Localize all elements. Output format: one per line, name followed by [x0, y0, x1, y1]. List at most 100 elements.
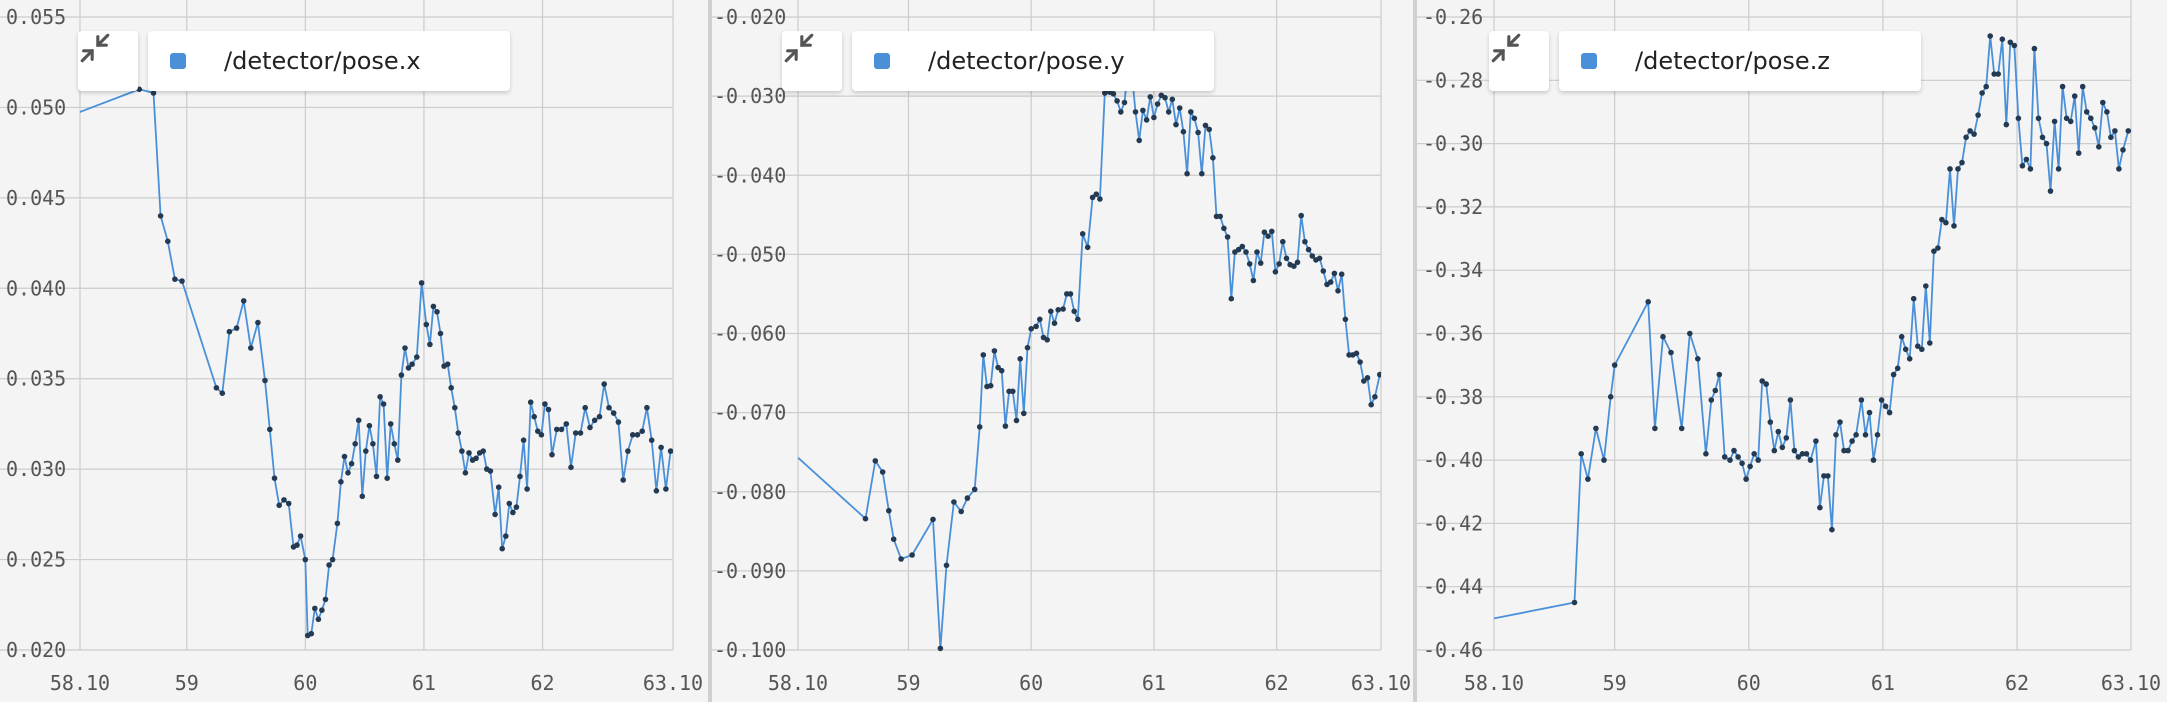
- data-point: [2067, 118, 2074, 125]
- data-point: [1593, 425, 1599, 432]
- data-point: [1154, 101, 1161, 107]
- data-point: [1910, 295, 1917, 302]
- chart-y: -0.100 -0.090 -0.080 -0.070 -0.060 -0.050 -0.0…: [712, 0, 1411, 695]
- data-point: [1967, 128, 1973, 134]
- data-point: [312, 605, 318, 612]
- data-point: [1829, 526, 1835, 533]
- y-tick-label: -0.030: [714, 84, 786, 108]
- data-point: [1708, 397, 1715, 403]
- legend-item-pose-x[interactable]: /detector/pose.x: [148, 31, 510, 91]
- y-tick-label: 0.055: [6, 5, 66, 29]
- data-point: [262, 377, 268, 384]
- data-point: [213, 385, 220, 391]
- data-point: [1687, 330, 1693, 337]
- y-tick-label: 0.035: [6, 367, 66, 391]
- data-point: [1013, 417, 1020, 424]
- data-point: [1817, 504, 1823, 511]
- data-point: [1799, 451, 1806, 457]
- data-point: [1217, 213, 1223, 220]
- data-point: [1060, 306, 1066, 312]
- data-point: [1075, 316, 1081, 323]
- data-point: [2027, 166, 2034, 172]
- data-point: [1276, 261, 1282, 267]
- data-point: [658, 444, 664, 451]
- grid: [1417, 0, 2132, 651]
- data-point: [345, 470, 351, 476]
- collapse-legend-button[interactable]: [1489, 31, 1549, 91]
- collapse-legend-button[interactable]: [78, 31, 138, 91]
- data-point: [531, 413, 537, 420]
- data-point: [1140, 107, 1146, 114]
- data-point: [1024, 344, 1031, 351]
- data-point: [1377, 371, 1381, 378]
- x-tick-label: 58.10: [50, 671, 110, 695]
- panel-divider[interactable]: [708, 0, 712, 702]
- data-point: [1269, 228, 1275, 235]
- data-point: [1571, 599, 1578, 606]
- data-point: [1048, 308, 1054, 315]
- data-point: [1743, 476, 1749, 482]
- data-point: [329, 556, 336, 563]
- y-tick-label: -0.040: [714, 163, 786, 187]
- data-point: [165, 238, 171, 245]
- collapse-legend-button[interactable]: [782, 31, 842, 91]
- data-point: [1890, 371, 1897, 378]
- y-tick-label: 0.030: [6, 457, 66, 481]
- y-tick-label: -0.44: [1423, 575, 1483, 599]
- data-point: [1825, 473, 1831, 479]
- data-point: [1272, 269, 1279, 275]
- data-point: [527, 399, 534, 406]
- data-point: [1935, 245, 1941, 251]
- data-point: [405, 365, 412, 371]
- data-point: [909, 552, 915, 558]
- data-point: [414, 354, 420, 360]
- data-point: [1607, 394, 1614, 400]
- data-point: [2039, 134, 2046, 141]
- data-point: [2043, 140, 2050, 147]
- legend-item-pose-y[interactable]: /detector/pose.y: [852, 31, 1214, 91]
- data-point: [644, 404, 650, 411]
- x-tick-label: 61: [1871, 671, 1895, 695]
- legend-item-pose-z[interactable]: /detector/pose.z: [1559, 31, 1921, 91]
- data-point: [615, 419, 622, 425]
- data-point: [1118, 109, 1124, 115]
- data-point: [499, 545, 506, 552]
- data-point: [1246, 261, 1253, 267]
- data-point: [1611, 362, 1618, 368]
- data-point: [1331, 270, 1338, 277]
- data-point: [1228, 295, 1235, 302]
- data-point: [980, 352, 987, 358]
- data-point: [1191, 115, 1198, 122]
- data-point: [545, 406, 552, 413]
- panel-divider[interactable]: [1413, 0, 1417, 702]
- data-point: [1858, 397, 1865, 403]
- data-point: [1188, 109, 1194, 115]
- data-point: [506, 500, 513, 507]
- data-point: [1747, 463, 1753, 470]
- series-points: [136, 86, 673, 639]
- data-point: [1017, 356, 1023, 362]
- data-point: [1721, 454, 1728, 460]
- data-point: [1121, 99, 1128, 106]
- data-point: [1051, 320, 1058, 327]
- data-point: [1221, 225, 1227, 232]
- data-point: [930, 516, 936, 523]
- data-point: [172, 276, 178, 283]
- data-point: [1079, 231, 1086, 237]
- data-point: [1695, 356, 1701, 362]
- y-tick-label: -0.26: [1423, 5, 1483, 29]
- data-point: [2051, 118, 2058, 125]
- data-point: [1755, 457, 1761, 463]
- data-point: [1791, 447, 1798, 454]
- data-point: [1173, 121, 1179, 128]
- data-point: [285, 500, 292, 507]
- data-point: [294, 542, 300, 548]
- data-point: [1180, 128, 1187, 135]
- data-point: [276, 502, 283, 509]
- data-point: [1731, 447, 1737, 454]
- data-point: [890, 536, 897, 542]
- y-tick-label: -0.38: [1423, 385, 1483, 409]
- data-point: [1999, 36, 2006, 42]
- data-point: [1878, 397, 1885, 403]
- data-point: [179, 278, 185, 284]
